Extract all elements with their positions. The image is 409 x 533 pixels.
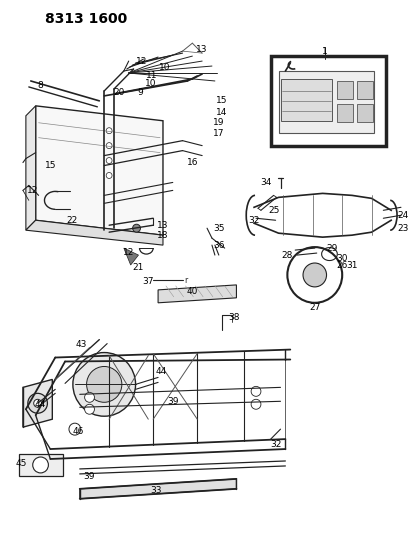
Text: 24: 24	[396, 211, 407, 220]
Text: 20: 20	[113, 88, 124, 98]
Text: 32: 32	[248, 216, 259, 225]
Text: 10: 10	[144, 79, 155, 88]
Polygon shape	[23, 379, 52, 427]
Text: 8: 8	[38, 82, 43, 91]
Circle shape	[69, 423, 81, 435]
Text: 12: 12	[135, 56, 147, 66]
Text: 16: 16	[186, 158, 198, 167]
Text: 9: 9	[137, 88, 143, 98]
Bar	[337, 81, 352, 99]
Polygon shape	[26, 106, 36, 230]
Polygon shape	[158, 285, 236, 303]
Circle shape	[84, 404, 94, 414]
Text: 14: 14	[216, 108, 227, 117]
Text: 23: 23	[396, 224, 408, 233]
Circle shape	[132, 224, 140, 232]
Text: 34: 34	[259, 178, 271, 187]
Text: 8313 1600: 8313 1600	[45, 12, 127, 26]
Text: 30: 30	[336, 254, 347, 263]
Text: 44: 44	[155, 367, 166, 376]
Text: 27: 27	[308, 303, 320, 312]
Text: 13: 13	[196, 45, 207, 54]
Text: 17: 17	[213, 129, 224, 138]
Text: 1: 1	[321, 46, 327, 55]
Circle shape	[33, 457, 48, 473]
Circle shape	[287, 247, 342, 303]
Text: 32: 32	[269, 440, 281, 449]
Text: 19: 19	[213, 118, 224, 127]
Text: r: r	[183, 277, 187, 286]
Text: 13: 13	[157, 221, 169, 230]
Text: 25: 25	[267, 206, 279, 215]
Circle shape	[106, 143, 112, 149]
Circle shape	[106, 128, 112, 134]
Text: 39: 39	[166, 397, 178, 406]
Bar	[281, 79, 332, 121]
Text: 11: 11	[145, 70, 157, 79]
Text: 31: 31	[346, 261, 357, 270]
Text: 15: 15	[45, 161, 56, 170]
Circle shape	[250, 386, 260, 397]
Polygon shape	[26, 220, 163, 245]
Text: 44: 44	[35, 400, 46, 409]
Text: 15: 15	[216, 96, 227, 106]
Bar	[270, 56, 385, 146]
Text: 12: 12	[123, 247, 134, 256]
Polygon shape	[36, 106, 163, 235]
Circle shape	[106, 173, 112, 179]
Text: 22: 22	[66, 216, 77, 225]
Text: 38: 38	[228, 313, 240, 322]
Circle shape	[84, 392, 94, 402]
Text: 40: 40	[186, 287, 198, 296]
Text: 29: 29	[326, 244, 337, 253]
Text: 10: 10	[159, 62, 170, 71]
Text: 43: 43	[76, 340, 87, 349]
Text: 39: 39	[83, 472, 95, 481]
Text: 45: 45	[15, 459, 27, 469]
Text: 26: 26	[336, 261, 347, 270]
Bar	[19, 454, 63, 476]
Text: 35: 35	[213, 224, 224, 233]
Bar	[337, 104, 352, 122]
Text: 37: 37	[142, 277, 154, 286]
Text: 46: 46	[72, 426, 83, 435]
Text: 33: 33	[150, 486, 162, 495]
Text: 12: 12	[27, 186, 38, 195]
Polygon shape	[278, 71, 373, 133]
Bar	[356, 81, 372, 99]
Circle shape	[106, 158, 112, 164]
Bar	[356, 104, 372, 122]
Polygon shape	[79, 479, 236, 499]
Text: 36: 36	[213, 240, 224, 249]
Circle shape	[34, 399, 41, 407]
Circle shape	[86, 367, 121, 402]
Circle shape	[302, 263, 326, 287]
Text: 28: 28	[281, 251, 292, 260]
Circle shape	[250, 399, 260, 409]
Text: 18: 18	[157, 231, 169, 240]
Circle shape	[28, 393, 47, 413]
Text: 21: 21	[133, 263, 144, 272]
Circle shape	[73, 352, 135, 416]
Polygon shape	[124, 248, 138, 265]
